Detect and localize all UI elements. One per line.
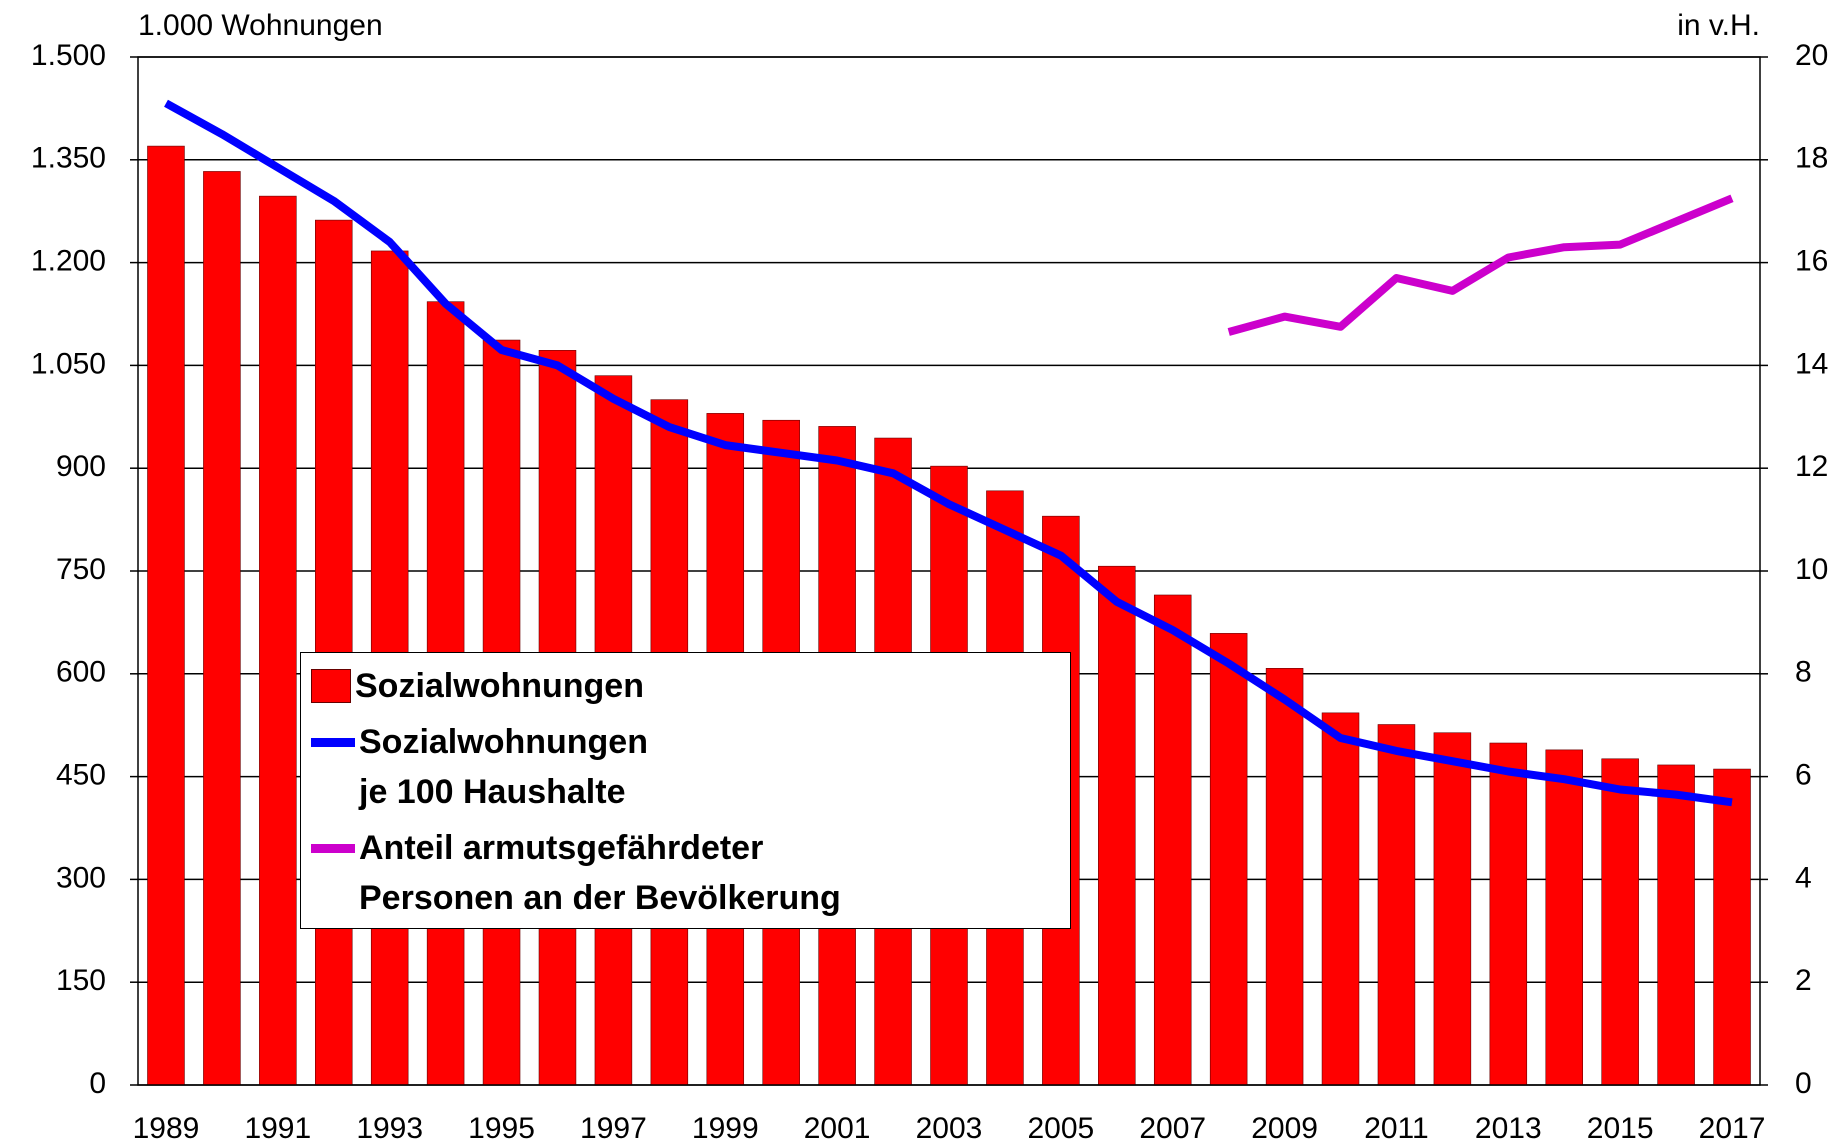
bar [147, 145, 185, 1086]
y2-tick-label: 0 [1795, 1067, 1812, 1100]
legend-label: Anteil armutsgefährdeter Personen an der… [359, 829, 841, 917]
y2-tick-label: 4 [1795, 861, 1812, 894]
bar [1433, 732, 1472, 1086]
bar [1545, 749, 1583, 1086]
y2-tick-label: 6 [1795, 759, 1812, 792]
bar [1265, 668, 1304, 1086]
x-tick-label: 2007 [1139, 1112, 1206, 1145]
legend-swatch [311, 844, 355, 853]
y-tick-label: 450 [56, 759, 106, 792]
y2-tick-label: 14 [1795, 347, 1828, 380]
y2-axis-title: in v.H. [1677, 9, 1760, 42]
x-tick-label: 1997 [580, 1112, 647, 1145]
line [164, 99, 1733, 807]
x-tick-label: 2013 [1475, 1112, 1542, 1145]
bar [1601, 758, 1639, 1086]
y-tick-label: 1.050 [31, 347, 106, 380]
x-tick-label: 1989 [133, 1112, 200, 1145]
legend-entry: Anteil armutsgefährdeter Personen an der… [311, 823, 1060, 923]
legend-label: Sozialwohnungen je 100 Haushalte [359, 723, 648, 811]
x-tick-label: 1991 [244, 1112, 311, 1145]
x-tick-label: 1993 [356, 1112, 423, 1145]
y2-tick-label: 18 [1795, 142, 1828, 175]
legend: Sozialwohnungen Sozialwohnungen je 100 Ha… [300, 652, 1071, 929]
y-tick-label: 1.350 [31, 142, 106, 175]
y2-tick-label: 20 [1795, 39, 1828, 72]
y2-tick-label: 12 [1795, 450, 1828, 483]
y-tick-label: 1.500 [31, 39, 106, 72]
y-tick-label: 750 [56, 553, 106, 586]
x-tick-label: 1999 [692, 1112, 759, 1145]
x-tick-label: 2009 [1251, 1112, 1318, 1145]
y-tick-label: 150 [56, 964, 106, 997]
x-tick-label: 2003 [916, 1112, 983, 1145]
bar [1489, 742, 1528, 1086]
legend-label: Sozialwohnungen [355, 667, 644, 705]
x-tick-label: 2011 [1364, 1112, 1429, 1145]
bar [1657, 764, 1695, 1086]
legend-entry: Sozialwohnungen [311, 661, 1060, 711]
line [1227, 194, 1734, 336]
y2-tick-label: 16 [1795, 245, 1828, 278]
bar [1377, 724, 1416, 1086]
y-tick-label: 600 [56, 656, 106, 689]
y-axis-title: 1.000 Wohnungen [138, 9, 383, 42]
bar [1321, 712, 1360, 1086]
y-tick-label: 300 [56, 861, 106, 894]
x-tick-label: 1995 [468, 1112, 535, 1145]
y2-tick-label: 10 [1795, 553, 1828, 586]
x-tick-label: 2005 [1027, 1112, 1094, 1145]
plot-frame [137, 56, 1761, 1086]
y-tick-label: 0 [89, 1067, 106, 1100]
bar [1209, 633, 1248, 1086]
legend-entry: Sozialwohnungen je 100 Haushalte [311, 717, 1060, 817]
legend-swatch [311, 738, 355, 747]
bar [203, 171, 241, 1086]
y2-tick-label: 8 [1795, 656, 1812, 689]
x-tick-label: 2015 [1587, 1112, 1654, 1145]
bar [259, 195, 297, 1086]
bar [1098, 565, 1136, 1086]
y2-tick-label: 2 [1795, 964, 1812, 997]
x-tick-label: 2001 [804, 1112, 871, 1145]
legend-swatch [311, 669, 351, 703]
x-tick-label: 2017 [1699, 1112, 1766, 1145]
y-tick-label: 900 [56, 450, 106, 483]
y-tick-label: 1.200 [31, 245, 106, 278]
bar [1153, 594, 1192, 1086]
bar [1713, 768, 1751, 1086]
